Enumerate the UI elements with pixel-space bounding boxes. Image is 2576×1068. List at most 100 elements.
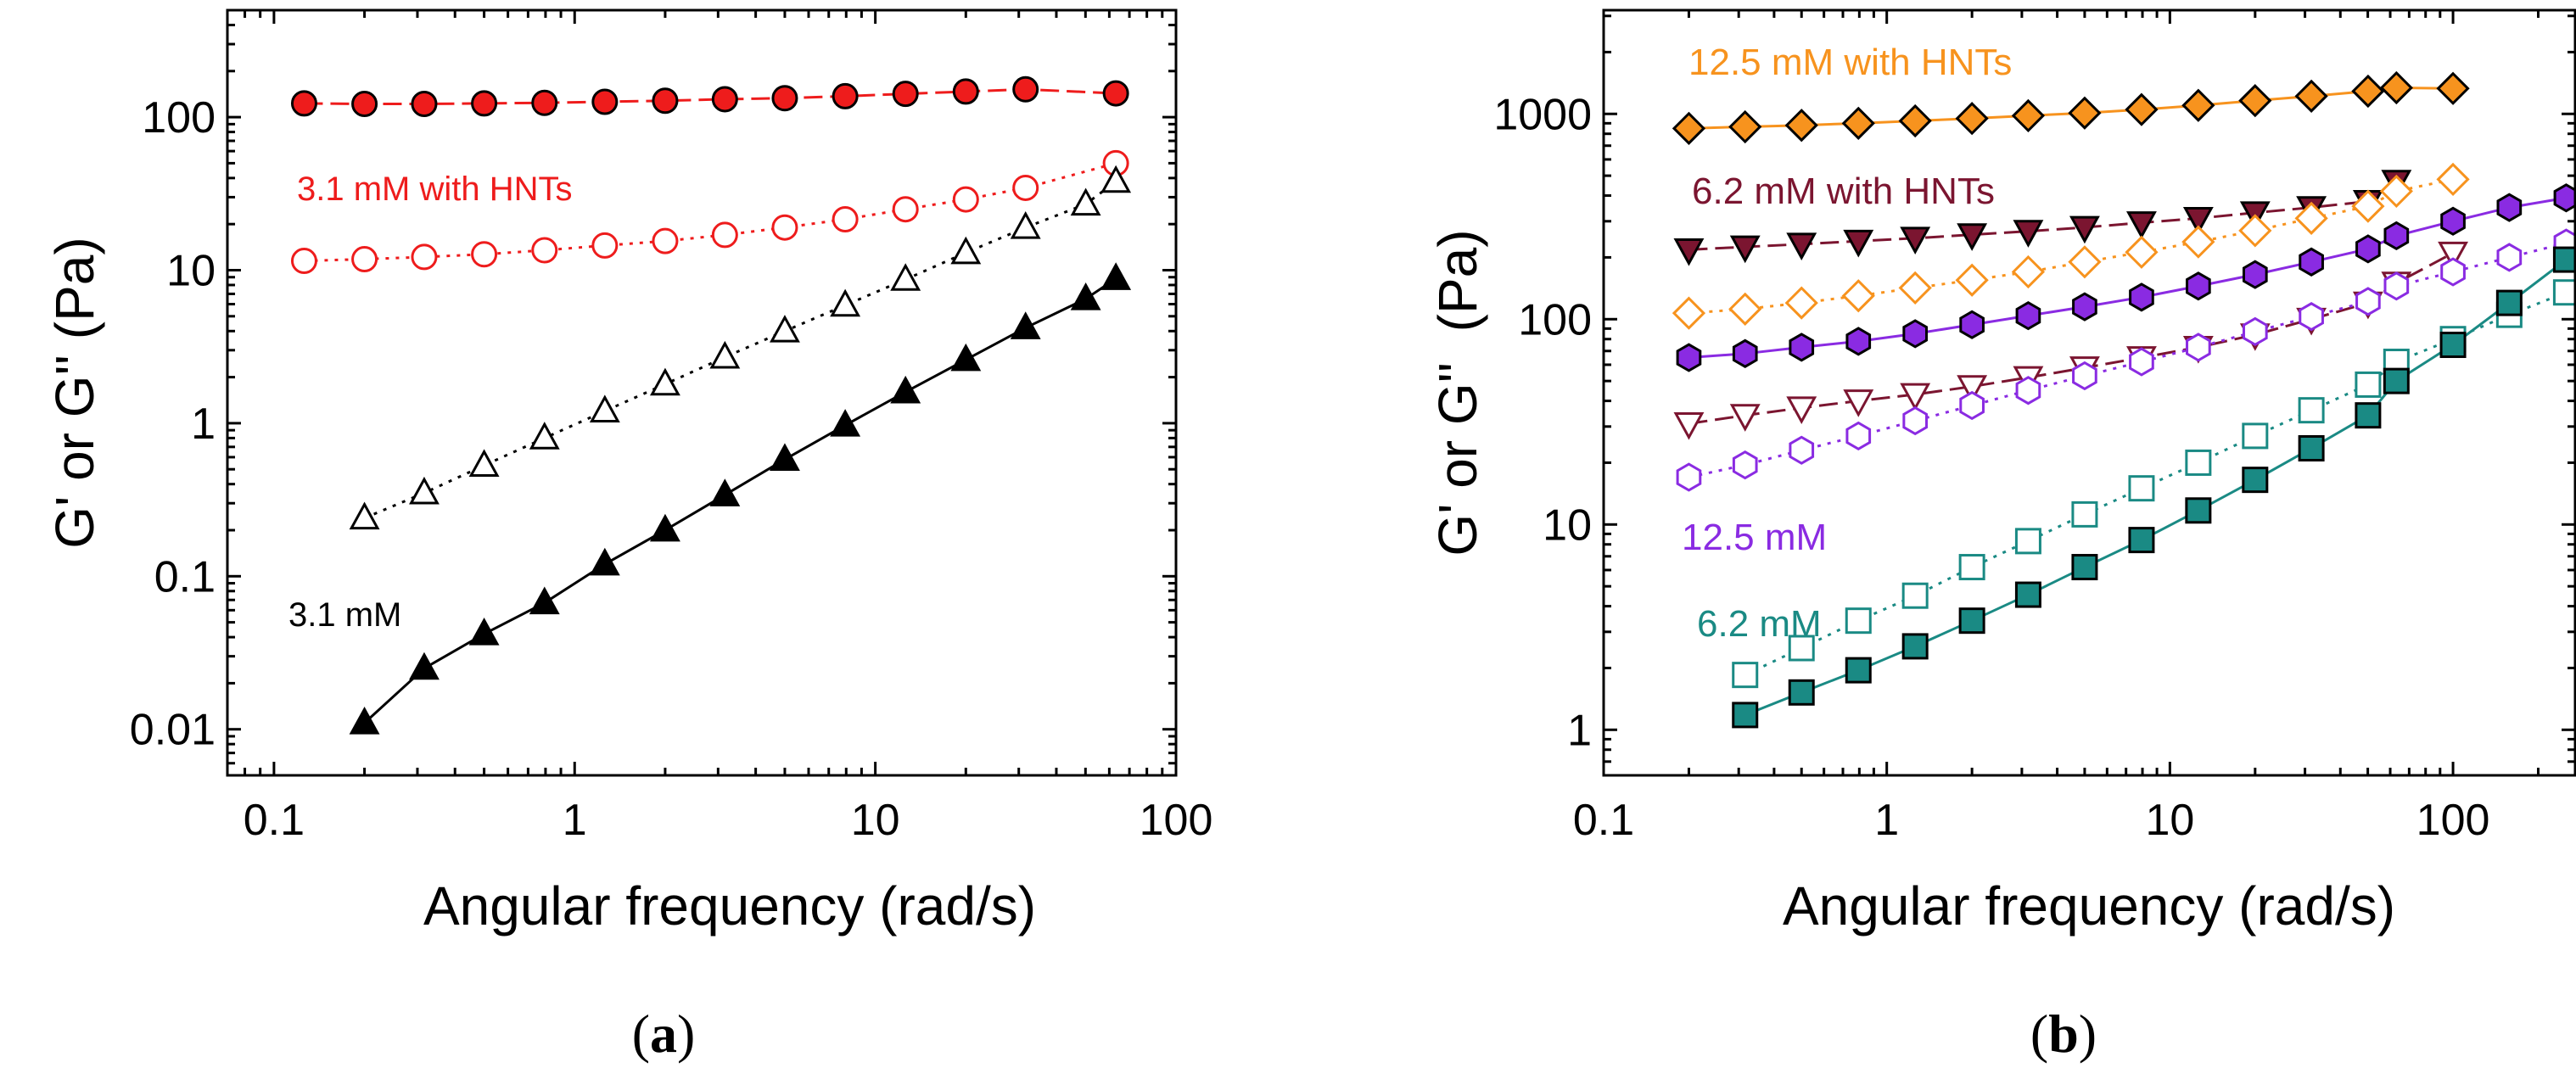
data-point [2238, 84, 2272, 118]
data-point [1732, 450, 1758, 480]
data-point [2355, 287, 2381, 316]
data-point [2298, 434, 2325, 461]
data-point [1845, 657, 1872, 684]
data-point [531, 89, 558, 116]
data-point [2182, 206, 2214, 235]
data-point [950, 343, 982, 372]
data-point [1728, 109, 1762, 144]
data-point [1012, 174, 1039, 201]
data-point [952, 186, 979, 213]
data-point [471, 90, 498, 117]
data-point [1788, 635, 1815, 662]
data-point [1845, 607, 1872, 635]
data-point [2181, 88, 2215, 122]
data-point [1676, 343, 1702, 372]
data-point [1958, 607, 1985, 635]
data-point [2242, 422, 2269, 450]
data-point [1784, 286, 1818, 320]
y-tick-label: 100 [1518, 295, 1592, 344]
data-point [832, 82, 859, 109]
data-point [468, 618, 500, 646]
panel-b-annotation-62-hnts: 6.2 mM with HNTs [1692, 171, 1995, 212]
x-tick-label: 100 [1140, 796, 1213, 845]
data-point [1673, 411, 1705, 440]
x-tick-label: 0.1 [1573, 796, 1634, 845]
data-point [2299, 302, 2324, 332]
data-point [709, 478, 741, 506]
data-point [770, 443, 800, 471]
data-point [2129, 347, 2154, 377]
data-point [2015, 376, 2041, 405]
data-point [1958, 554, 1985, 581]
data-point [2011, 98, 2046, 133]
data-point [830, 288, 861, 317]
data-point [2185, 497, 2212, 524]
panel-a-plot-frame [226, 8, 1178, 777]
data-point [1732, 338, 1758, 368]
series-line [1744, 258, 2568, 717]
y-tick-label: 0.01 [130, 706, 216, 755]
data-point [1673, 238, 1705, 266]
data-point [1841, 279, 1875, 313]
y-tick-label: 0.1 [154, 552, 216, 601]
series-line [1744, 291, 2567, 677]
x-tick-label: 10 [2145, 796, 2194, 845]
y-tick-label: 10 [1543, 500, 1592, 550]
data-point [2072, 361, 2097, 391]
data-point [1900, 383, 1931, 411]
data-point [2553, 183, 2576, 213]
data-point [2355, 402, 2382, 429]
panel-b-x-axis-title: Angular frequency (rad/s) [1783, 875, 2395, 937]
data-point [1732, 662, 1759, 689]
data-point [2294, 79, 2328, 113]
y-tick-label: 1 [191, 400, 216, 449]
data-point [2072, 292, 2097, 322]
data-point [892, 196, 919, 223]
data-point [2496, 243, 2523, 272]
data-point [2351, 74, 2385, 109]
data-point [1902, 405, 1929, 436]
data-point [892, 81, 919, 108]
series-line [1688, 242, 2567, 478]
data-point [1010, 210, 1041, 239]
data-point [1955, 263, 1989, 297]
data-point [1728, 292, 1762, 326]
data-point [2128, 527, 2155, 554]
data-point [1959, 310, 1985, 339]
data-point [652, 227, 679, 254]
x-tick-label: 1 [1874, 796, 1899, 845]
data-point [2181, 225, 2215, 259]
data-point [1102, 80, 1129, 107]
data-point [2014, 528, 2041, 555]
data-point [2068, 96, 2102, 130]
data-point [1786, 396, 1817, 424]
data-point [1732, 702, 1759, 729]
data-point [2355, 234, 2381, 264]
panel-b-annotation-125: 12.5 mM [1682, 517, 1827, 558]
data-point [2015, 301, 2041, 331]
data-point [1676, 462, 1702, 492]
data-point [2436, 162, 2470, 197]
data-point [1789, 333, 1815, 362]
data-point [2185, 449, 2212, 476]
data-point [1100, 262, 1132, 290]
x-tick-label: 0.1 [244, 796, 305, 845]
panel-a-caption: (a) [632, 1004, 696, 1064]
data-point [1070, 187, 1101, 216]
data-point [1729, 235, 1761, 264]
data-point [411, 243, 438, 271]
data-point [1957, 223, 1988, 251]
x-tick-label: 1 [563, 796, 587, 845]
data-point [2071, 500, 2098, 528]
data-point [1841, 106, 1875, 140]
data-point [1901, 633, 1929, 660]
data-point [531, 237, 558, 264]
data-point [1843, 389, 1874, 417]
panel-b-y-axis-title: G' or G'' (Pa) [1427, 229, 1488, 556]
data-point [349, 707, 380, 735]
data-point [770, 315, 800, 343]
data-point [952, 78, 979, 105]
data-point [2298, 397, 2325, 424]
data-point [2552, 279, 2576, 306]
data-point [711, 86, 738, 113]
